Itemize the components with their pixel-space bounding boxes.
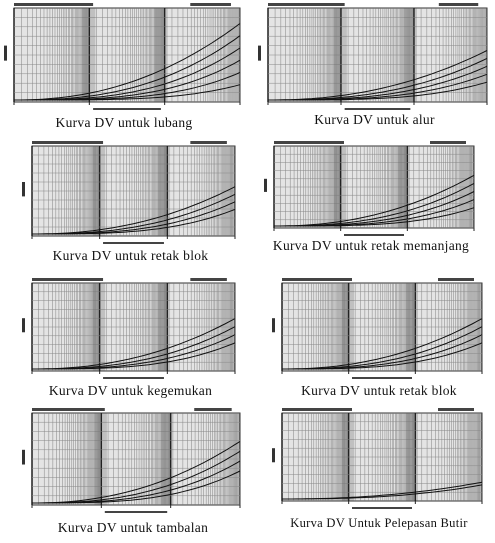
grid-lines bbox=[13, 8, 240, 102]
grid-lines bbox=[31, 146, 235, 236]
dv-curve bbox=[282, 318, 483, 370]
y-axis-label bbox=[22, 449, 25, 465]
plot-header bbox=[32, 141, 104, 144]
plot-header bbox=[282, 278, 352, 281]
chart-caption: Kurva DV untuk retak blok bbox=[52, 248, 209, 263]
plot-header bbox=[282, 408, 352, 411]
chart-plot bbox=[264, 141, 475, 236]
chart-panel-2: Kurva DV untuk alur bbox=[254, 0, 495, 135]
chart-plot bbox=[4, 3, 241, 110]
x-axis bbox=[281, 371, 483, 374]
plot-header bbox=[32, 278, 104, 281]
plot-header bbox=[194, 408, 232, 411]
grid-lines bbox=[31, 283, 235, 371]
dv-curve bbox=[268, 50, 488, 101]
chart-panel-5: Kurva DV untuk kegemukan bbox=[18, 275, 243, 403]
plot-header bbox=[274, 141, 344, 144]
chart-caption: Kurva DV untuk retak blok bbox=[301, 383, 457, 398]
chart-plot bbox=[272, 408, 483, 509]
y-axis-label bbox=[264, 178, 267, 192]
x-axis bbox=[31, 371, 236, 374]
dv-curve bbox=[32, 440, 241, 504]
x-axis-label bbox=[93, 108, 161, 110]
plot-header bbox=[268, 3, 345, 6]
plot-header bbox=[430, 141, 466, 144]
chart-caption: Kurva DV Untuk Pelepasan Butir bbox=[290, 516, 468, 530]
x-axis bbox=[31, 505, 241, 508]
plot-header bbox=[14, 3, 94, 6]
plot-header bbox=[190, 141, 227, 144]
chart-plot bbox=[272, 278, 483, 379]
chart-panel-8: Kurva DV Untuk Pelepasan Butir bbox=[268, 405, 490, 543]
plot-header bbox=[190, 3, 231, 6]
dv-curve bbox=[32, 208, 236, 235]
dv-curve bbox=[14, 23, 241, 101]
dv-curve bbox=[14, 84, 241, 101]
dv-curve bbox=[282, 342, 483, 370]
scan-band bbox=[154, 8, 168, 102]
scan-band bbox=[92, 146, 106, 236]
grid-lines bbox=[267, 8, 487, 102]
x-axis bbox=[31, 236, 236, 239]
chart-plot bbox=[22, 408, 241, 513]
dv-curve bbox=[282, 484, 483, 500]
plot-header bbox=[438, 408, 474, 411]
chart-panel-7: Kurva DV untuk tambalan bbox=[18, 405, 248, 543]
chart-caption: Kurva DV untuk retak memanjang bbox=[272, 238, 470, 253]
x-axis-label bbox=[103, 377, 164, 379]
y-axis-label bbox=[272, 318, 275, 333]
scan-band bbox=[342, 413, 354, 501]
scan-band bbox=[157, 146, 171, 236]
chart-panel-3: Kurva DV untuk retak blok bbox=[18, 138, 243, 266]
scan-band bbox=[406, 413, 418, 501]
x-axis-label bbox=[352, 377, 412, 379]
chart-panel-6: Kurva DV untuk retak blok bbox=[268, 275, 490, 403]
grid-lines bbox=[281, 413, 482, 501]
y-axis-label bbox=[4, 45, 7, 61]
x-axis bbox=[267, 102, 488, 105]
scan-band bbox=[92, 283, 106, 371]
chart-caption: Kurva DV untuk tambalan bbox=[57, 520, 209, 535]
x-axis-label bbox=[103, 242, 164, 244]
grid-lines bbox=[281, 283, 482, 371]
dv-curve bbox=[32, 342, 236, 370]
x-axis-label bbox=[344, 108, 411, 110]
scan-band bbox=[94, 413, 107, 505]
dv-curve bbox=[274, 174, 475, 227]
plot-header bbox=[190, 278, 227, 281]
plot-header bbox=[438, 278, 474, 281]
scan-band bbox=[160, 413, 174, 505]
dv-curve bbox=[268, 81, 488, 101]
plot-header bbox=[438, 3, 479, 6]
chart-panel-1: Kurva DV untuk lubang bbox=[0, 0, 248, 135]
scan-band bbox=[333, 8, 347, 102]
x-axis bbox=[281, 501, 483, 504]
dv-curve bbox=[32, 318, 236, 370]
x-axis-label bbox=[104, 511, 168, 513]
x-axis bbox=[13, 102, 241, 105]
plot-header bbox=[32, 408, 105, 411]
chart-plot bbox=[258, 3, 488, 110]
y-axis-label bbox=[22, 318, 25, 333]
chart-plot bbox=[22, 141, 236, 244]
chart-caption: Kurva DV untuk alur bbox=[314, 112, 435, 127]
y-axis-label bbox=[22, 182, 25, 197]
y-axis-label bbox=[272, 448, 275, 463]
scan-band bbox=[403, 8, 417, 102]
chart-caption: Kurva DV untuk kegemukan bbox=[48, 383, 213, 398]
y-axis-label bbox=[258, 45, 261, 61]
chart-caption: Kurva DV untuk lubang bbox=[55, 115, 193, 130]
chart-panel-4: Kurva DV untuk retak memanjang bbox=[260, 138, 482, 273]
chart-plot bbox=[22, 278, 236, 379]
x-axis bbox=[273, 228, 475, 231]
dv-curve bbox=[274, 207, 475, 227]
scan-band bbox=[342, 283, 354, 371]
scan-band bbox=[334, 146, 346, 228]
dv-curve bbox=[32, 470, 241, 504]
x-axis-label bbox=[352, 507, 412, 509]
scan-band bbox=[81, 8, 96, 102]
x-axis-label bbox=[344, 234, 404, 236]
